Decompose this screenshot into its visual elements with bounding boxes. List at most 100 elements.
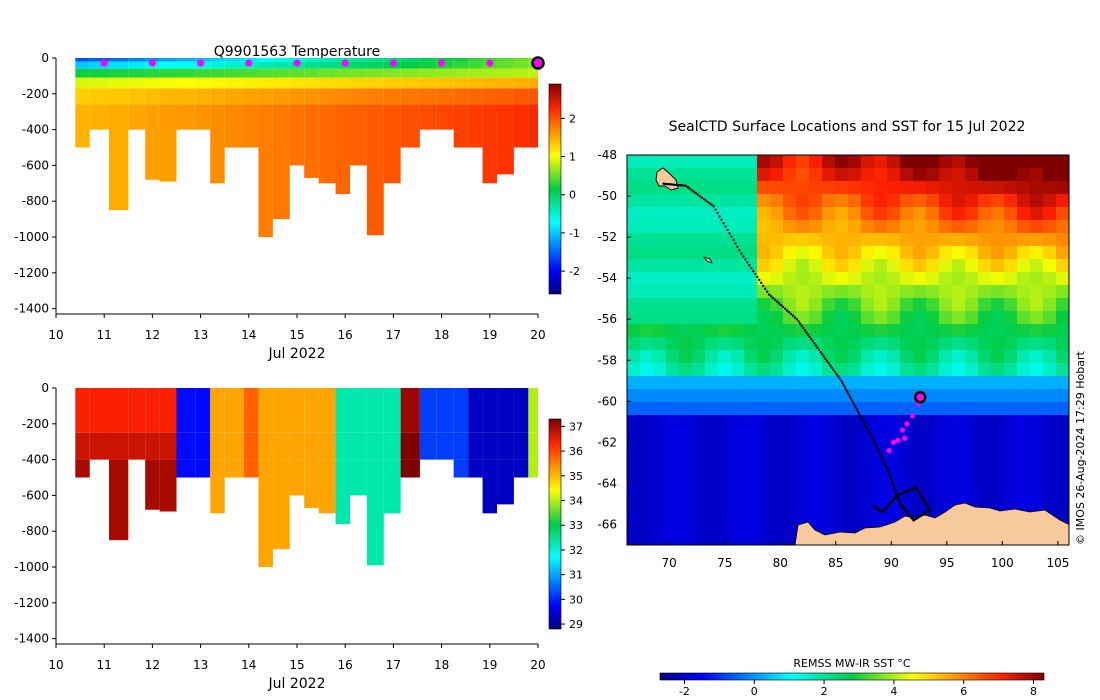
sst-cell (952, 246, 966, 260)
sst-cell (991, 350, 1005, 364)
sst-cell (666, 493, 680, 507)
sst-cell (692, 311, 706, 325)
sst-colorbar-tick-label: -2 (679, 685, 690, 698)
temperature-cell (272, 88, 290, 105)
sst-cell (731, 194, 745, 208)
sst-cell (913, 220, 927, 234)
latest-position-marker (913, 390, 927, 404)
sst-cell (1004, 337, 1018, 351)
sst-cell (666, 285, 680, 299)
sst-cell (666, 402, 680, 416)
salinity-cell (366, 388, 384, 433)
salinity-cell (89, 388, 110, 433)
sst-cell (1030, 454, 1044, 468)
sst-cell (861, 480, 875, 494)
sst-cell (757, 155, 771, 169)
sst-cell (991, 428, 1005, 442)
temperature-cell (272, 68, 290, 78)
temperature-cell (436, 77, 454, 89)
sst-cell (1030, 207, 1044, 221)
sst-cell (1043, 259, 1057, 273)
salinity-cell (224, 432, 244, 460)
temperature-cell (195, 77, 211, 89)
salinity-cell (497, 388, 514, 433)
sst-cell (835, 207, 849, 221)
sst-cell (1004, 363, 1018, 377)
sst-cell (1017, 363, 1031, 377)
sst-cell (640, 493, 654, 507)
sst-cell (1043, 402, 1057, 416)
sst-cell (1056, 389, 1069, 403)
salinity-ytick-label: -1200 (14, 596, 49, 610)
sst-cell (822, 337, 836, 351)
sst-cell (757, 402, 771, 416)
sst-cell (666, 272, 680, 286)
sst-cell (666, 337, 680, 351)
temperature-cell (195, 58, 211, 62)
salinity-cell (272, 432, 290, 460)
sst-cell (835, 350, 849, 364)
track-point (696, 193, 699, 196)
sst-field (627, 155, 1069, 545)
sst-cell (809, 415, 823, 429)
sst-cell (1056, 298, 1069, 312)
sst-cell (653, 415, 667, 429)
sst-cell (809, 389, 823, 403)
sst-cell (978, 181, 992, 195)
temperature-cell (304, 61, 319, 69)
track-point (853, 403, 856, 407)
sst-cell (809, 246, 823, 260)
sst-cell (809, 233, 823, 247)
sst-cell (770, 233, 784, 247)
sst-cell (952, 402, 966, 416)
sst-cell (1017, 467, 1031, 481)
sst-cell (809, 402, 823, 416)
salinity-cell (318, 388, 336, 433)
temperature-title: Q9901563 Temperature (214, 44, 381, 60)
sst-cell (770, 376, 784, 390)
sst-cell (1004, 246, 1018, 260)
track-point (884, 465, 888, 468)
temperature-cell (176, 61, 196, 69)
sst-cell (705, 233, 719, 247)
track-point (805, 331, 808, 334)
temperature-cell (528, 68, 538, 78)
sst-cell (1004, 467, 1018, 481)
temperature-xtick-label: 13 (193, 328, 208, 342)
sst-cell (718, 480, 732, 494)
track-point (765, 290, 769, 293)
sst-cell (757, 389, 771, 403)
sst-cell (965, 207, 979, 221)
sst-cell (718, 259, 732, 273)
temperature-cell (335, 68, 351, 78)
salinity-cell (482, 388, 498, 433)
sst-cell (913, 168, 927, 182)
temperature-cell (436, 58, 454, 62)
track-point (889, 476, 892, 479)
temperature-cell (145, 88, 160, 105)
sst-cell (692, 155, 706, 169)
sst-cell (1056, 285, 1069, 299)
sst-cell (952, 467, 966, 481)
sst-cell (835, 220, 849, 234)
sst-cell (1043, 181, 1057, 195)
sst-cell (1004, 324, 1018, 338)
sst-cell (640, 389, 654, 403)
temperature-y-ticks: 0 -200 -400 -600 -800 -1000 -1200 -1400 (14, 51, 56, 316)
temperature-cell (75, 68, 90, 78)
sst-cell (744, 181, 758, 195)
salinity-cell (419, 432, 437, 460)
sst-cell (796, 181, 810, 195)
salinity-cell (400, 432, 420, 460)
sst-cell (627, 168, 641, 182)
sst-cell (926, 220, 940, 234)
sst-cell (783, 454, 797, 468)
salinity-cell (210, 459, 225, 514)
sst-cell (640, 402, 654, 416)
sst-cell (757, 467, 771, 481)
sst-cell (796, 337, 810, 351)
sst-cell (900, 168, 914, 182)
track-point (860, 416, 863, 420)
sst-cell (1004, 155, 1018, 169)
map-xtick-label: 75 (717, 556, 732, 570)
